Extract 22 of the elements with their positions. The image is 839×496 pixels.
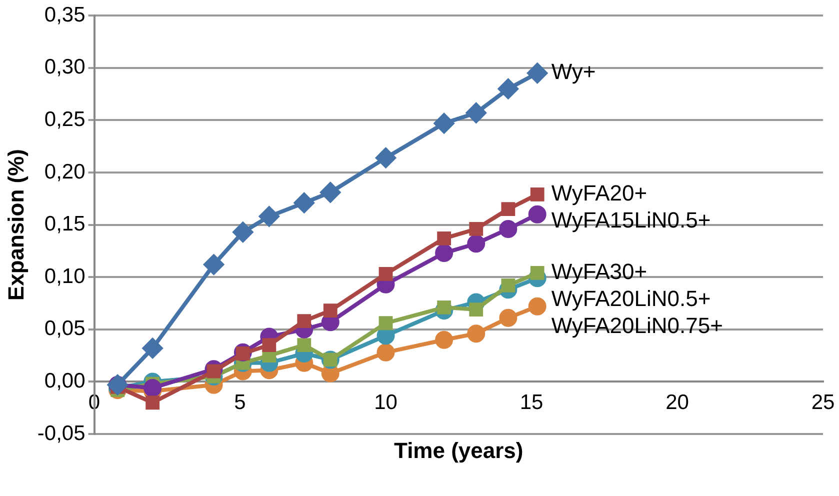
series-label: WyFA20+	[551, 180, 648, 206]
series-label: WyFA30+	[551, 258, 648, 284]
y-tick-label: 0,10	[44, 264, 86, 288]
series-label: WyFA20LiN0.5+	[551, 286, 711, 311]
y-tick-label: 0,35	[44, 3, 86, 26]
x-tick-label: 20	[666, 391, 689, 414]
series-label: WyFA15LiN0.5+	[551, 208, 711, 233]
y-tick-label: 0,25	[44, 108, 86, 131]
y-tick-label: 0,00	[44, 369, 86, 392]
y-tick-label: 0,15	[44, 212, 86, 236]
y-tick-label: 0,20	[44, 160, 86, 184]
x-tick-label: 25	[811, 391, 835, 414]
series-label: WyFA20LiN0.75+	[551, 312, 723, 338]
x-tick-label: 15	[520, 391, 544, 414]
y-tick-label: 0,05	[44, 317, 86, 340]
y-tick-label: 0,30	[44, 56, 86, 79]
y-tick-label: -0,05	[37, 422, 86, 445]
x-tick-label: 5	[234, 391, 246, 414]
y-axis-title: Expansion (%)	[3, 149, 28, 301]
x-axis-title: Time (years)	[394, 438, 524, 464]
series-label: Wy+	[551, 59, 596, 84]
x-tick-label: 10	[374, 391, 398, 414]
